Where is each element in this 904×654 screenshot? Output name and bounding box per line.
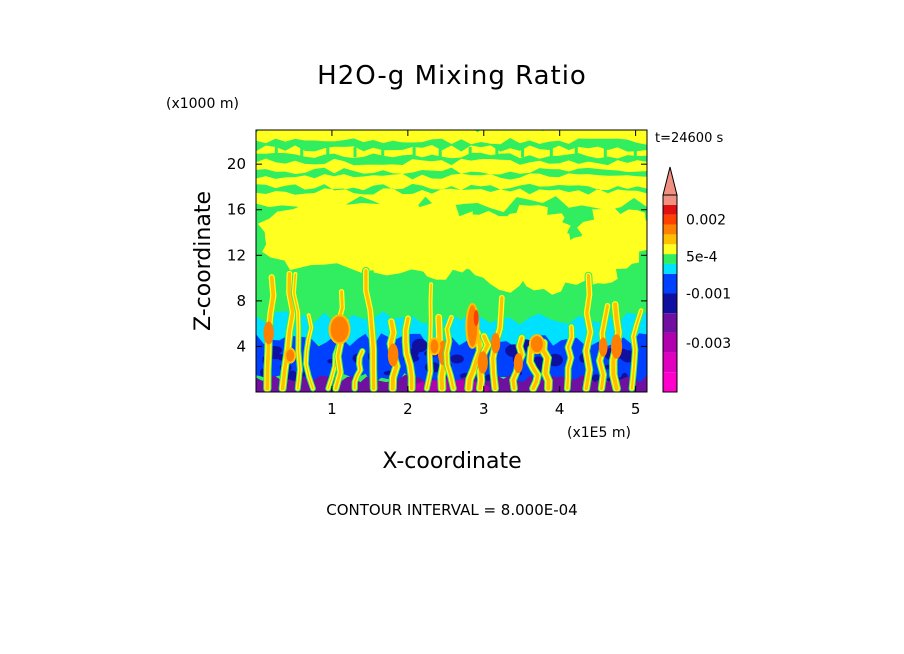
field-plume (353, 350, 364, 390)
colorbar-level (663, 214, 677, 225)
y-tick-label: 16 (227, 201, 246, 219)
field-stripe (353, 147, 357, 158)
colorbar-level (663, 234, 677, 245)
contour-interval: CONTOUR INTERVAL = 8.000E-04 (326, 501, 577, 519)
colorbar-label: -0.001 (686, 287, 731, 303)
x-unit-label: (x1E5 m) (567, 425, 631, 441)
field-plume-core (528, 334, 545, 355)
field-plume-core (598, 337, 608, 357)
field-stripe (326, 147, 330, 158)
plot-frame (255, 129, 648, 393)
y-axis-title: Z-coordinate (191, 191, 216, 331)
field-plume (541, 340, 551, 391)
x-tick-label: 3 (479, 400, 489, 418)
colorbar-level (663, 224, 677, 235)
colorbar-level (663, 254, 677, 264)
colorbar-label: -0.003 (686, 336, 731, 352)
field-plume (528, 346, 540, 391)
colorbar-level (663, 293, 677, 314)
field-plume (445, 316, 455, 390)
field-plume (466, 330, 483, 391)
field-plume-core (610, 334, 623, 359)
time-label: t=24600 s (655, 131, 723, 146)
field-plume-core (490, 332, 501, 354)
field-patch (411, 338, 428, 353)
field-plume-core (328, 314, 351, 345)
field-stripe (495, 147, 499, 158)
field-plume-core (387, 343, 399, 367)
y-tick-label: 4 (236, 337, 246, 355)
colorbar-level (663, 263, 677, 274)
plot-area (256, 130, 647, 392)
field-plume (426, 283, 432, 390)
x-tick-label: 5 (631, 400, 641, 418)
colorbar-arrow (662, 166, 678, 196)
field-stripe (274, 147, 278, 158)
field-plume-core (473, 309, 479, 326)
field-plume (584, 273, 593, 391)
y-tick-label: 20 (227, 155, 246, 173)
y-axis: 4 8 12 16 20 (227, 155, 647, 355)
y-unit-label: (x1000 m) (166, 96, 239, 112)
colorbar: 0.002 5e-4 -0.001 -0.003 (662, 166, 731, 393)
colorbar-level (663, 372, 677, 392)
field-plume (566, 325, 573, 390)
field-plume (364, 269, 376, 391)
field-blob (289, 203, 417, 247)
field-plume (305, 314, 314, 390)
colorbar-level (663, 332, 677, 353)
y-tick-label: 12 (227, 246, 246, 264)
y-tick-label: 8 (236, 292, 246, 310)
field-plume-core (428, 337, 441, 356)
field-plume (280, 272, 295, 391)
field-stripe (256, 167, 647, 180)
chart-title: H2O-g Mixing Ratio (317, 61, 587, 91)
x-axis-title: X-coordinate (382, 449, 521, 474)
x-axis: 1 2 3 4 5 (327, 130, 640, 418)
field-plume-core (284, 347, 297, 364)
field-stripe (438, 147, 442, 158)
field-blob (488, 204, 571, 246)
x-tick-label: 2 (403, 400, 413, 418)
field-stripe (256, 183, 647, 195)
colorbar-level (663, 352, 677, 373)
field-stripe (256, 137, 647, 152)
colorbar-level (663, 313, 677, 333)
field-plume-core (477, 351, 488, 374)
field-patch (450, 354, 464, 364)
field-stripe (300, 147, 304, 158)
field-plume (293, 273, 301, 390)
colorbar-label: 0.002 (686, 213, 726, 229)
field-plume (630, 309, 643, 390)
field-stripe (256, 152, 647, 166)
field-stripe (549, 147, 553, 158)
field-stripe (381, 147, 385, 158)
x-tick-label: 4 (555, 400, 565, 418)
x-tick-label: 1 (327, 400, 337, 418)
field-blob (577, 204, 647, 265)
colorbar-level (663, 204, 677, 215)
field-plume-core (263, 321, 274, 345)
colorbar-label: 5e-4 (686, 250, 718, 266)
field-stripe (468, 147, 472, 158)
colorbar-level (663, 195, 677, 205)
colorbar-level (663, 244, 677, 255)
field-stripe (633, 147, 637, 158)
colorbar-level (663, 273, 677, 294)
field-stripe (574, 147, 578, 158)
field-stripe (412, 147, 416, 158)
field-plume (404, 316, 414, 391)
colorbar-frame (662, 194, 678, 393)
field-stripe (603, 147, 607, 158)
field-stripe (521, 147, 525, 158)
field-plume-core (513, 353, 523, 374)
